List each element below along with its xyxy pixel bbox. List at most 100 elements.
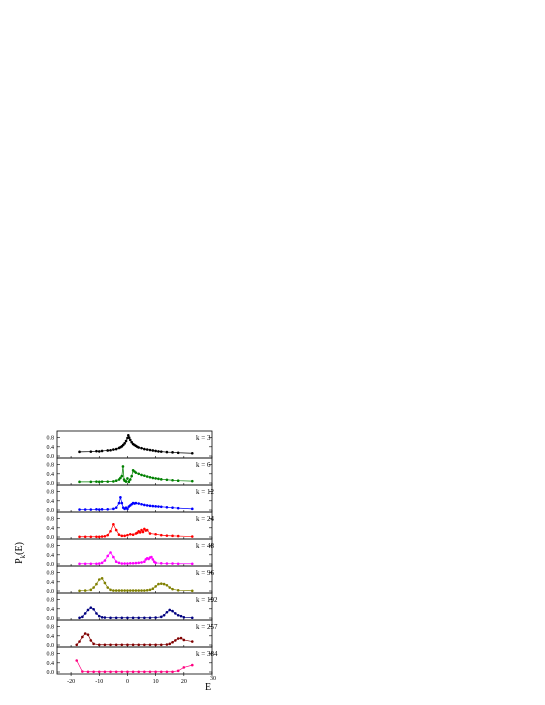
y-tick-label: 0.8 — [47, 517, 55, 523]
data-point — [114, 560, 118, 563]
data-point — [171, 451, 174, 454]
data-point — [157, 450, 160, 453]
data-point — [114, 589, 118, 592]
data-point — [97, 578, 101, 581]
data-point — [120, 534, 124, 538]
data-point — [137, 446, 141, 449]
panel-8: 0.0 0.4 0.8 k = 384 — [47, 646, 218, 676]
data-point — [95, 562, 98, 566]
data-point — [97, 508, 101, 511]
data-point — [103, 559, 107, 562]
data-point — [121, 465, 125, 468]
data-point — [143, 503, 146, 507]
panel-5: 0.0 0.4 0.8 k = 96 — [47, 565, 214, 595]
data-point — [97, 480, 101, 484]
data-point — [190, 507, 194, 511]
data-point — [95, 508, 98, 511]
y-tick-label: 0.8 — [47, 490, 55, 496]
data-point — [97, 450, 101, 453]
data-point — [114, 670, 118, 674]
data-point — [92, 642, 95, 646]
y-tick-label: 0.4 — [47, 445, 55, 451]
data-point — [154, 561, 157, 565]
panel-4: 0.0 0.4 0.8 k = 48 — [47, 538, 214, 568]
data-point — [78, 640, 81, 643]
data-point — [114, 643, 118, 647]
data-point — [165, 670, 169, 674]
data-point — [171, 506, 174, 510]
data-point — [176, 506, 180, 510]
data-point — [78, 450, 81, 454]
x-tick-label: -20 — [67, 679, 75, 685]
data-point — [126, 533, 129, 537]
data-point — [120, 589, 124, 592]
data-point — [120, 501, 124, 505]
data-point — [151, 476, 155, 480]
data-point — [112, 555, 115, 559]
series-line — [79, 466, 193, 483]
data-point — [92, 607, 95, 611]
data-point — [83, 612, 87, 615]
data-point — [78, 535, 81, 539]
data-point — [190, 562, 194, 566]
data-point — [154, 643, 157, 647]
data-point — [97, 643, 101, 647]
data-point — [168, 608, 172, 612]
data-point — [78, 508, 81, 511]
panel-frame — [56, 484, 213, 513]
data-point — [117, 533, 121, 536]
x-tick-label: 10 — [153, 679, 159, 685]
data-point — [126, 670, 129, 674]
data-point — [145, 528, 149, 532]
data-point — [106, 508, 110, 511]
data-point — [148, 588, 152, 592]
data-point — [168, 586, 172, 589]
series-line — [79, 577, 193, 592]
data-point — [168, 642, 172, 646]
data-point — [117, 501, 121, 505]
data-point — [159, 478, 163, 481]
data-point — [159, 533, 163, 537]
data-point — [190, 535, 194, 538]
data-point — [131, 643, 135, 647]
data-point — [148, 643, 152, 647]
data-point — [123, 589, 126, 592]
panel-label: k = 257 — [196, 623, 218, 631]
data-point — [143, 616, 146, 620]
panel-0: 0.0 0.4 0.8 k = 3 — [47, 430, 213, 460]
data-point — [165, 562, 169, 565]
data-point — [154, 477, 157, 480]
y-axis-title-suffix: (E) — [14, 542, 25, 555]
data-point — [83, 535, 87, 539]
y-tick-label: 0.0 — [47, 481, 55, 487]
data-point — [103, 670, 107, 674]
data-point — [134, 471, 138, 474]
data-point — [126, 616, 129, 620]
data-point — [109, 448, 112, 452]
data-point — [78, 616, 81, 620]
panel-label: k = 24 — [196, 515, 214, 523]
data-point — [176, 479, 180, 483]
data-point — [100, 561, 104, 565]
data-point — [138, 531, 142, 534]
data-point — [100, 535, 104, 538]
data-point — [148, 504, 152, 508]
data-point — [148, 448, 152, 452]
data-point — [154, 670, 157, 674]
data-point — [176, 451, 180, 455]
data-point — [128, 562, 132, 565]
data-point — [112, 480, 115, 483]
data-point — [89, 535, 93, 539]
data-point — [86, 670, 90, 674]
y-tick-label: 0.0 — [47, 454, 55, 460]
data-point — [81, 670, 84, 673]
data-point — [131, 562, 135, 565]
data-point — [95, 612, 98, 615]
data-point — [78, 589, 81, 593]
data-point — [154, 532, 157, 536]
data-point — [162, 613, 166, 617]
data-point — [123, 562, 126, 565]
data-point — [143, 670, 146, 674]
y-tick-label: 0.0 — [47, 643, 55, 649]
data-point — [106, 480, 110, 483]
